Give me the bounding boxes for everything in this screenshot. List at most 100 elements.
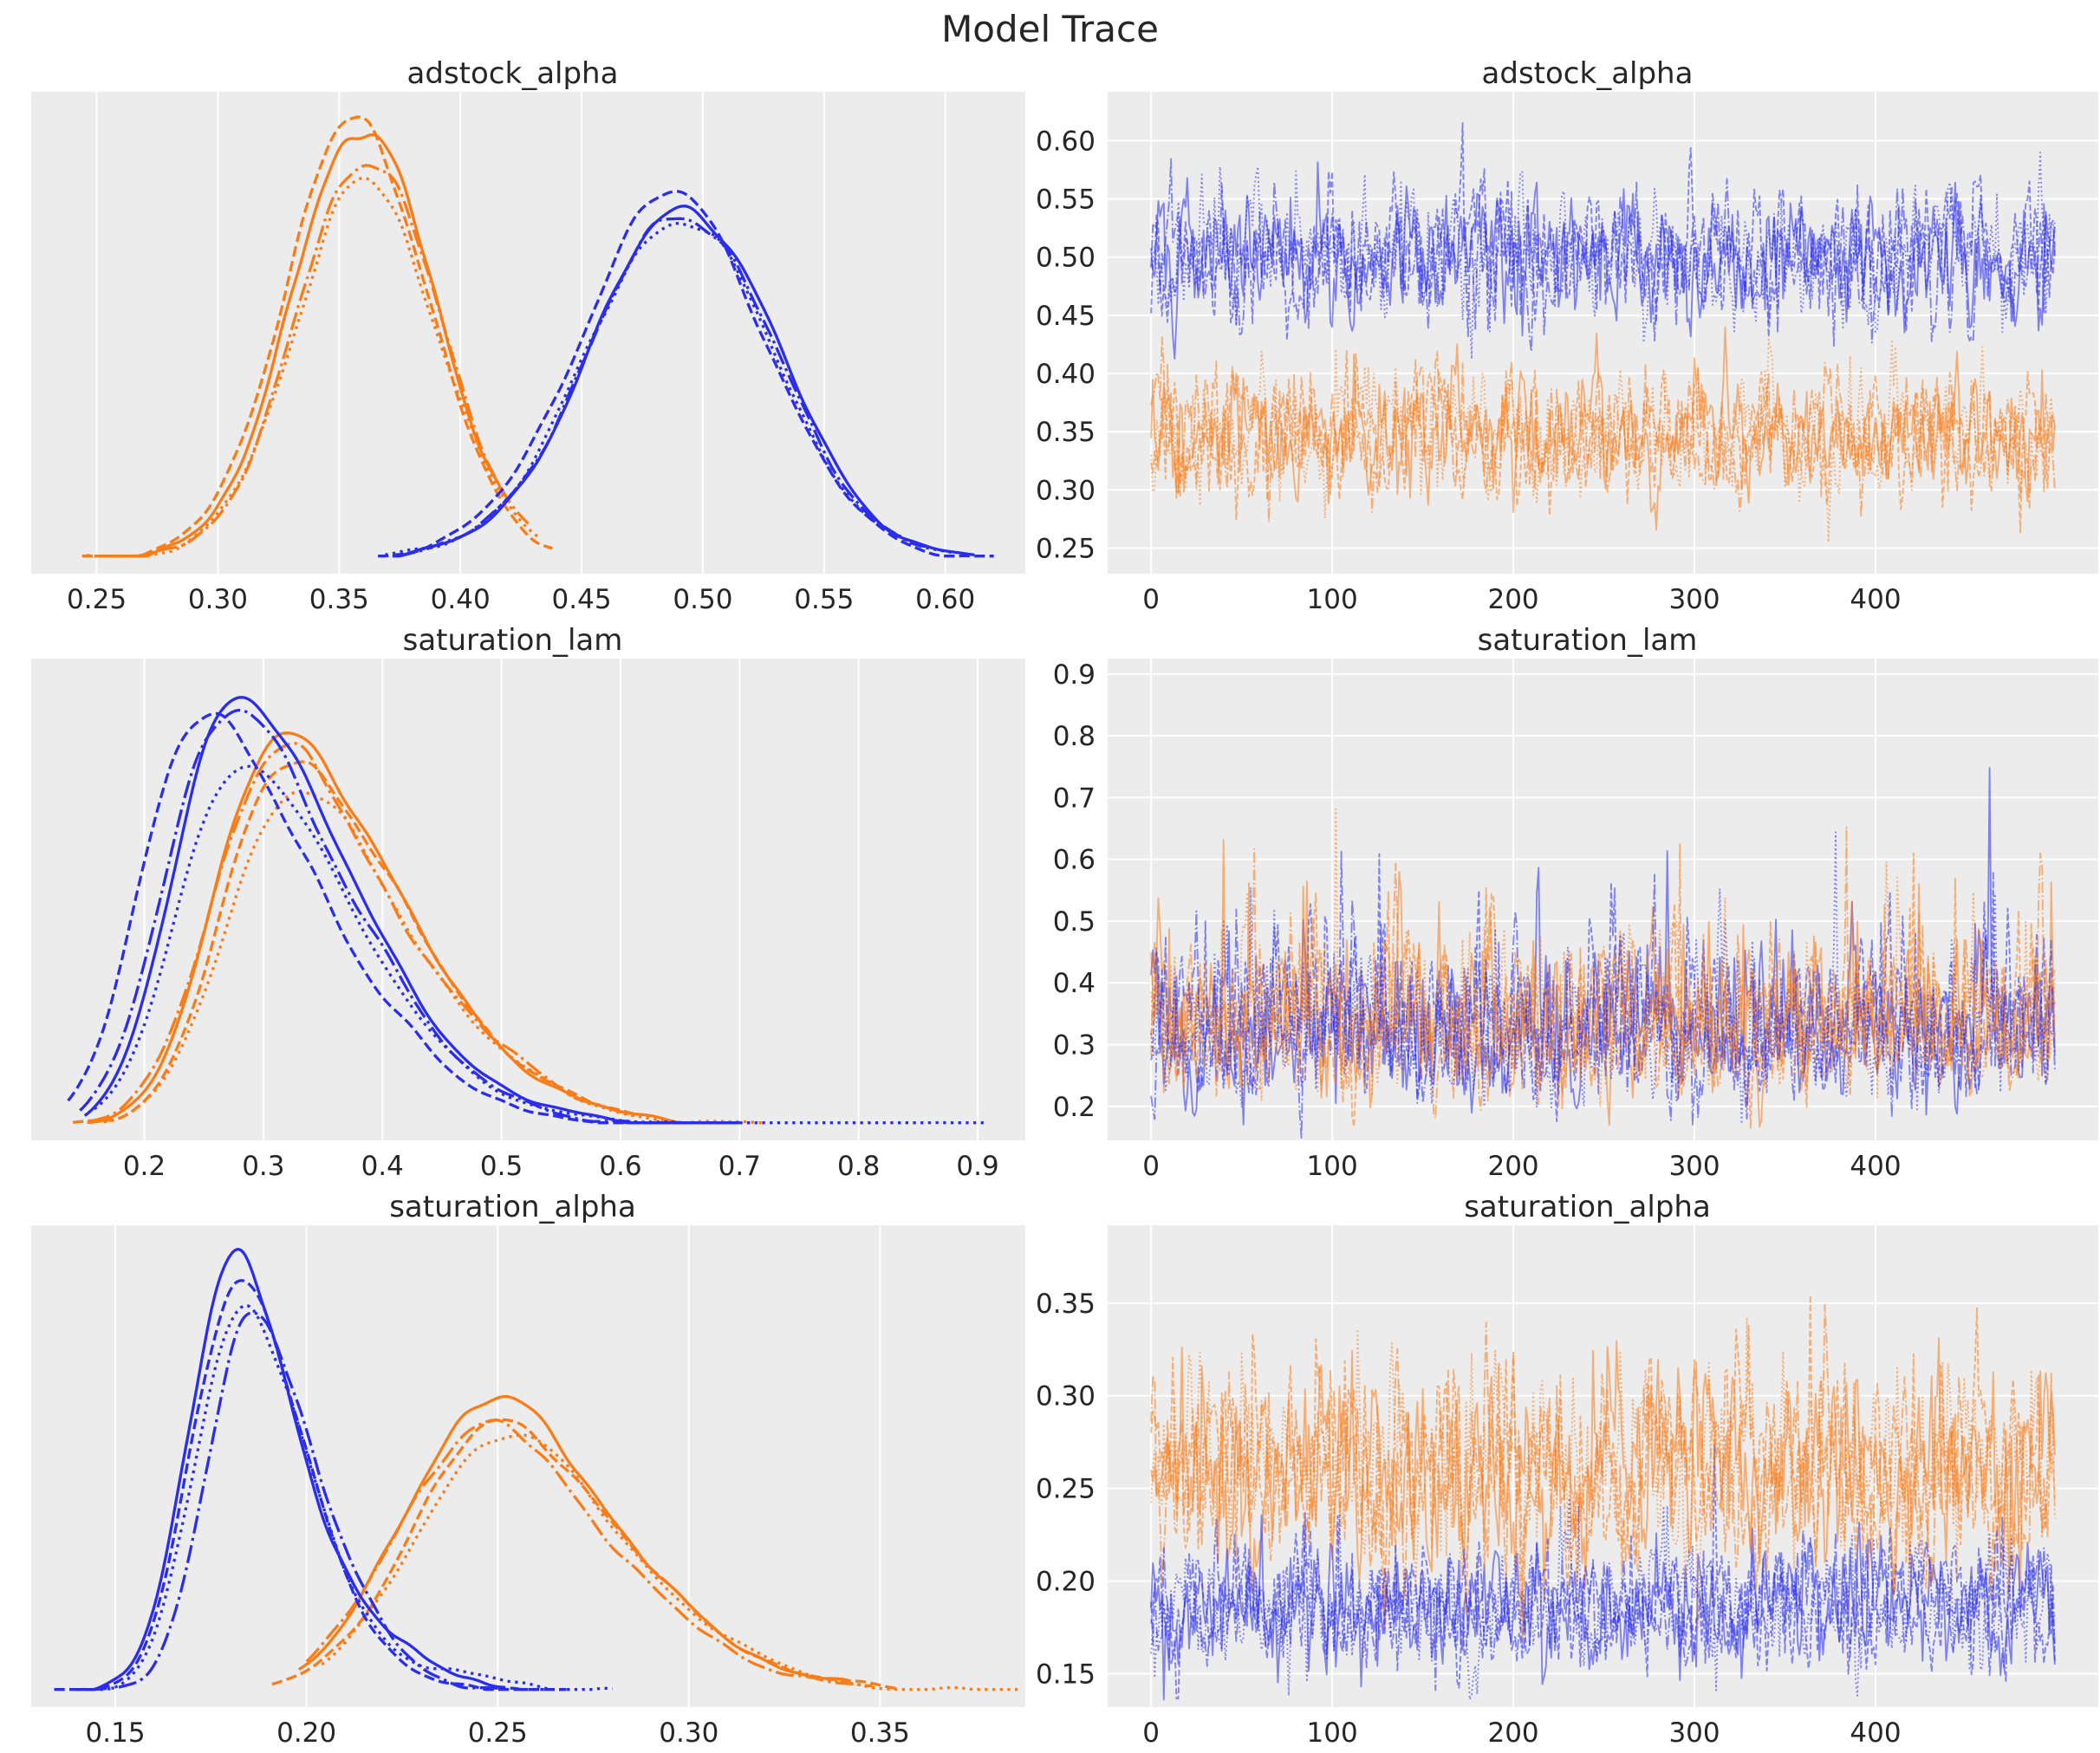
y-tick-label: 0.5 bbox=[1053, 906, 1096, 938]
row-2-plots: 0.2 0.3 0.4 0.5 0.6 0.7 0.8 0.9 0 100 200 300 400 0.… bbox=[0, 659, 2100, 1185]
x-tick-label: 100 bbox=[1307, 584, 1358, 615]
kde-line-blue-chain-dashed bbox=[67, 711, 674, 1125]
x-tick-label: 0.45 bbox=[552, 584, 612, 615]
y-tick-label: 0.60 bbox=[1036, 126, 1096, 157]
x-tick-label: 0.5 bbox=[480, 1151, 523, 1182]
trace-line-blue-chain-dashed bbox=[1150, 853, 2056, 1123]
kde-line-orange-chain-dotted bbox=[87, 176, 542, 558]
trace-plot-saturation-lam: 0 100 200 300 400 0.2 0.3 0.4 0.5 0.6 0.7 0.8 0.9 bbox=[1053, 659, 2098, 1182]
x-tick-label: 0.40 bbox=[431, 584, 491, 615]
trace-line-orange-chain-dashdot bbox=[1150, 1303, 2056, 1641]
trace-line-blue-chain-dashdot bbox=[1150, 1518, 2056, 1691]
x-tick-label: 0.60 bbox=[915, 584, 975, 615]
x-tick-label: 200 bbox=[1487, 584, 1538, 615]
x-tick-label: 0.4 bbox=[361, 1151, 404, 1182]
subplot-title-adstock-alpha-trace: adstock_alpha bbox=[1481, 56, 1694, 91]
x-tick-label: 0.25 bbox=[67, 584, 127, 615]
subplot-title-saturation-lam-trace: saturation_lam bbox=[1477, 623, 1698, 658]
plot-background bbox=[1108, 92, 2098, 574]
x-tick-label: 0 bbox=[1142, 1151, 1160, 1182]
trace-plot-saturation-alpha: 0 100 200 300 400 0.15 0.20 0.25 0.30 0.35 bbox=[1036, 1225, 2098, 1749]
trace-line-orange-chain-dashdot bbox=[1150, 826, 2056, 1120]
x-tick-label: 0.30 bbox=[659, 1717, 718, 1749]
kde-plot-saturation-alpha: 0.15 0.20 0.25 0.30 0.35 bbox=[31, 1225, 1025, 1749]
kde-line-blue-chain-dashed bbox=[54, 1279, 567, 1691]
trace-line-orange-chain-dotted bbox=[1150, 1316, 2056, 1631]
kde-line-orange-chain-dashed bbox=[72, 760, 639, 1124]
y-tick-label: 0.4 bbox=[1053, 968, 1096, 999]
trace-line-blue-chain-dotted bbox=[1150, 1497, 2056, 1701]
x-tick-label: 0.25 bbox=[468, 1717, 528, 1749]
y-tick-label: 0.9 bbox=[1053, 659, 1096, 691]
kde-line-orange-chain-dashed bbox=[81, 115, 553, 558]
y-tick-label: 0.30 bbox=[1036, 475, 1096, 506]
kde-plot-saturation-lam: 0.2 0.3 0.4 0.5 0.6 0.7 0.8 0.9 bbox=[31, 659, 1025, 1182]
x-tick-label: 200 bbox=[1487, 1151, 1538, 1182]
row-2-titles: saturation_lam saturation_lam bbox=[0, 619, 2100, 659]
subplot-title-saturation-lam-kde: saturation_lam bbox=[402, 623, 623, 658]
row-1-titles: adstock_alpha adstock_alpha bbox=[0, 52, 2100, 92]
y-tick-label: 0.40 bbox=[1036, 359, 1096, 390]
plot-background bbox=[31, 92, 1025, 574]
x-tick-label: 300 bbox=[1668, 584, 1720, 615]
subplot-title-saturation-alpha-trace: saturation_alpha bbox=[1464, 1190, 1711, 1224]
trace-line-blue-chain-dotted bbox=[1150, 151, 2056, 360]
kde-line-orange-chain-dotted bbox=[103, 789, 766, 1125]
y-tick-label: 0.50 bbox=[1036, 243, 1096, 274]
y-tick-label: 0.30 bbox=[1036, 1381, 1096, 1412]
kde-line-blue-chain-solid bbox=[392, 205, 975, 558]
x-tick-label: 0.20 bbox=[276, 1717, 336, 1749]
x-tick-label: 0.3 bbox=[242, 1151, 284, 1182]
y-tick-label: 0.15 bbox=[1036, 1659, 1096, 1691]
subplot-title-adstock-alpha-kde: adstock_alpha bbox=[406, 56, 619, 91]
x-tick-label: 0 bbox=[1142, 1717, 1160, 1749]
x-tick-label: 0.7 bbox=[718, 1151, 761, 1182]
y-tick-label: 0.25 bbox=[1036, 533, 1096, 564]
x-tick-label: 300 bbox=[1668, 1151, 1720, 1182]
kde-line-orange-chain-dashdot bbox=[305, 1419, 873, 1688]
plot-background bbox=[31, 1225, 1025, 1707]
x-tick-label: 200 bbox=[1487, 1717, 1538, 1749]
y-tick-label: 0.35 bbox=[1036, 417, 1096, 448]
y-tick-label: 0.25 bbox=[1036, 1474, 1096, 1505]
subplot-title-saturation-alpha-kde: saturation_alpha bbox=[389, 1190, 636, 1224]
kde-line-blue-chain-dashdot bbox=[79, 708, 695, 1125]
x-tick-label: 0.6 bbox=[599, 1151, 641, 1182]
x-tick-label: 100 bbox=[1307, 1717, 1358, 1749]
y-tick-label: 0.2 bbox=[1053, 1092, 1096, 1123]
trace-plot-adstock-alpha: 0 100 200 300 400 0.25 0.30 0.35 0.40 0.45 0.50 0.5… bbox=[1036, 92, 2098, 615]
x-tick-label: 0.15 bbox=[86, 1717, 146, 1749]
x-tick-label: 400 bbox=[1850, 1151, 1901, 1182]
trace-line-orange-chain-dotted bbox=[1150, 808, 2056, 1107]
x-tick-label: 0.2 bbox=[123, 1151, 166, 1182]
trace-line-orange-chain-dashed bbox=[1150, 1294, 2056, 1631]
trace-line-orange-chain-dashdot bbox=[1150, 336, 2056, 523]
y-tick-label: 0.7 bbox=[1053, 782, 1096, 814]
kde-line-blue-chain-dashed bbox=[378, 190, 994, 558]
y-tick-label: 0.35 bbox=[1036, 1289, 1096, 1320]
x-tick-label: 0 bbox=[1142, 584, 1160, 615]
x-tick-label: 300 bbox=[1668, 1717, 1720, 1749]
kde-line-orange-chain-dashdot bbox=[99, 164, 530, 558]
kde-plot-adstock-alpha: 0.25 0.30 0.35 0.40 0.45 0.50 0.55 0.60 bbox=[31, 92, 1025, 615]
plot-background bbox=[31, 659, 1025, 1140]
y-tick-label: 0.20 bbox=[1036, 1567, 1096, 1598]
row-1-plots: 0.25 0.30 0.35 0.40 0.45 0.50 0.55 0.60 0 100 200… bbox=[0, 92, 2100, 619]
kde-line-blue-chain-dashdot bbox=[397, 217, 926, 558]
y-tick-label: 0.8 bbox=[1053, 721, 1096, 752]
kde-line-blue-chain-dotted bbox=[385, 222, 956, 556]
x-tick-label: 0.9 bbox=[956, 1151, 998, 1182]
x-tick-label: 0.8 bbox=[837, 1151, 880, 1182]
x-tick-label: 0.55 bbox=[794, 584, 854, 615]
x-tick-label: 100 bbox=[1307, 1151, 1358, 1182]
x-tick-label: 400 bbox=[1850, 584, 1901, 615]
kde-line-orange-chain-solid bbox=[111, 133, 505, 558]
x-tick-label: 0.35 bbox=[850, 1717, 910, 1749]
y-tick-label: 0.6 bbox=[1053, 845, 1096, 876]
x-tick-label: 0.35 bbox=[309, 584, 369, 615]
row-3-titles: saturation_alpha saturation_alpha bbox=[0, 1185, 2100, 1225]
kde-line-blue-chain-dashdot bbox=[88, 1311, 544, 1691]
y-tick-label: 0.55 bbox=[1036, 185, 1096, 216]
kde-line-blue-chain-dotted bbox=[93, 764, 984, 1125]
